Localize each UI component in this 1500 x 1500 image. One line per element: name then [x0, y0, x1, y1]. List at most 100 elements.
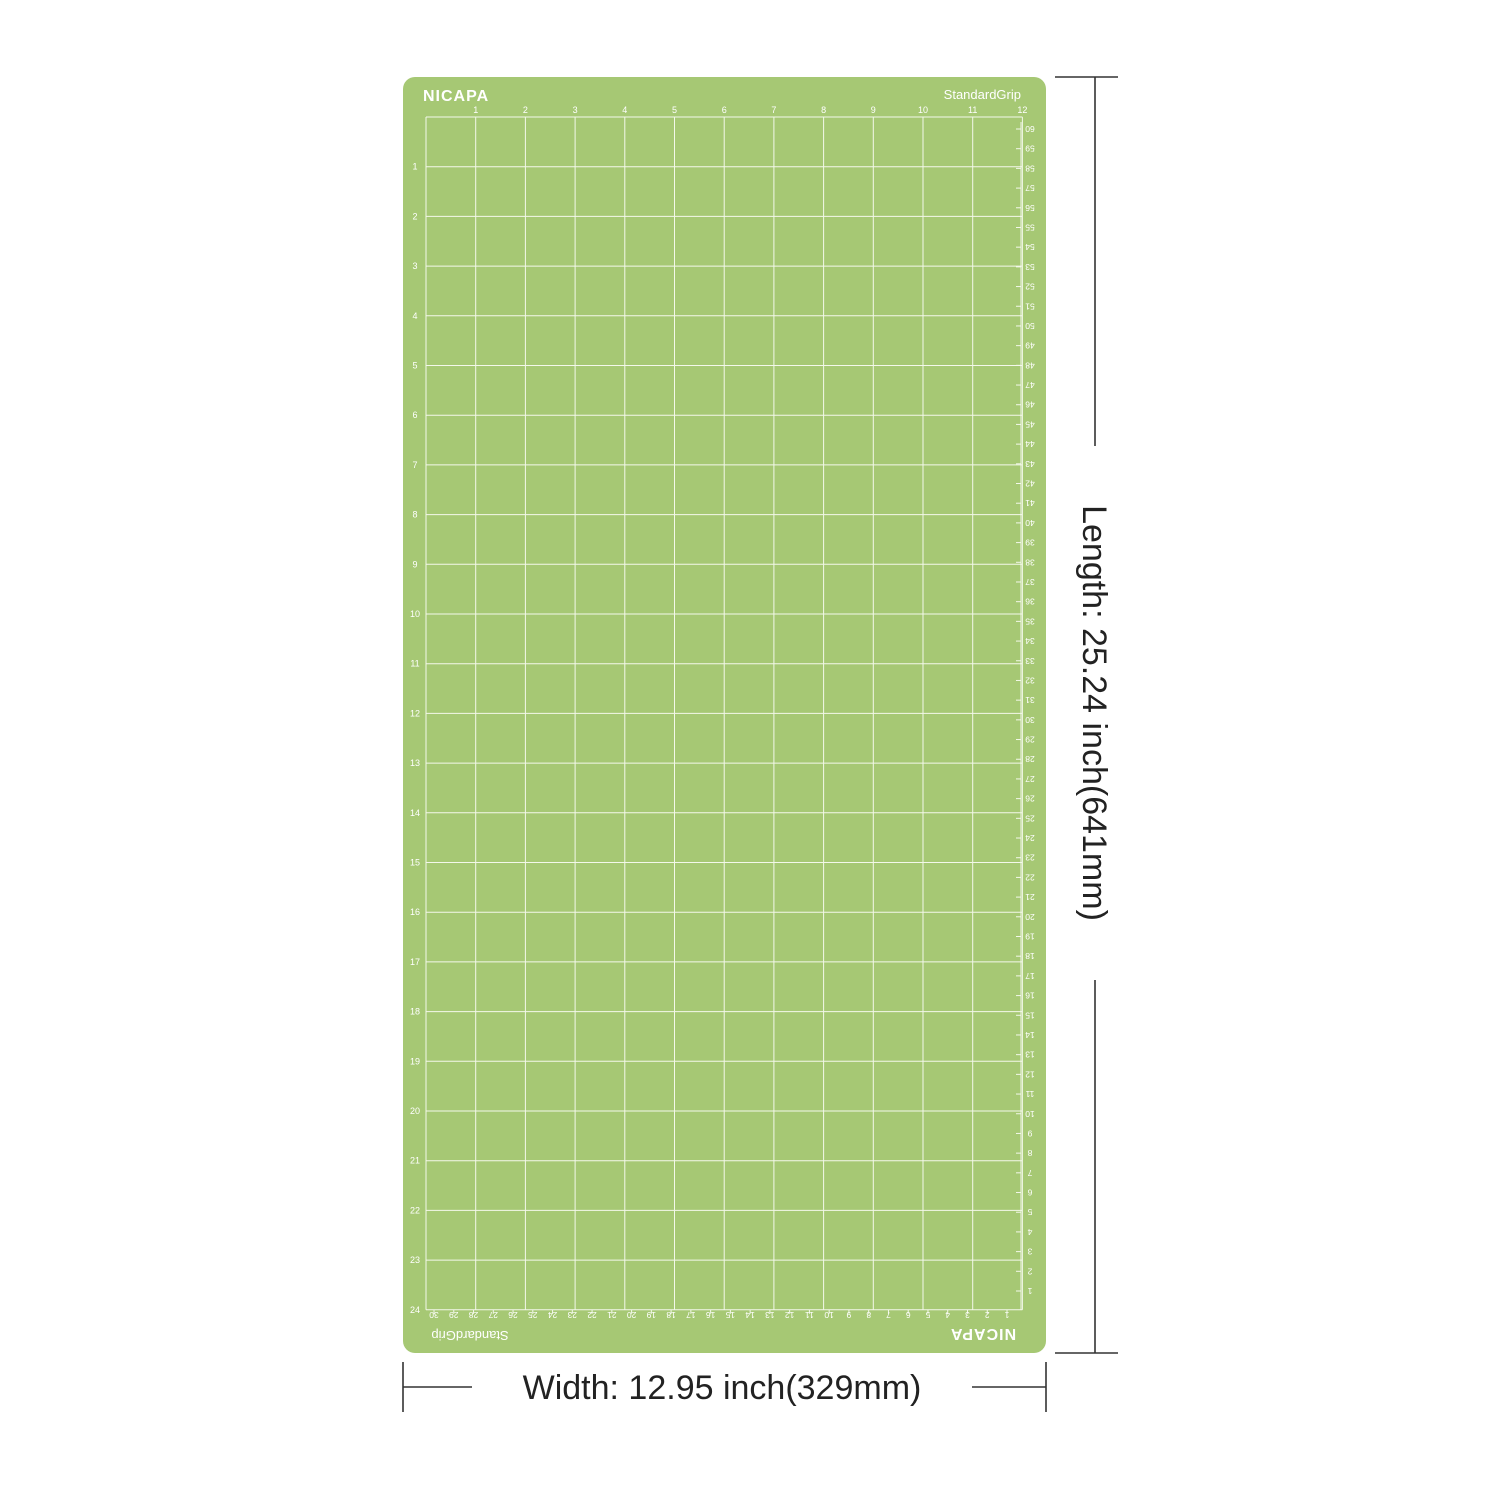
- bottom-ruler-label: 25: [528, 1310, 538, 1320]
- right-ruler-label: 56: [1025, 203, 1035, 213]
- right-ruler-label: 60: [1025, 124, 1035, 134]
- right-ruler-label: 58: [1025, 163, 1035, 173]
- bottom-ruler-label: 7: [886, 1310, 891, 1320]
- right-ruler-label: 47: [1025, 380, 1035, 390]
- left-ruler-label: 2: [412, 211, 417, 221]
- right-ruler-label: 55: [1025, 222, 1035, 232]
- right-ruler-label: 21: [1025, 892, 1035, 902]
- right-ruler-label: 3: [1027, 1247, 1032, 1257]
- grip-label-bottom: StandardGrip: [431, 1328, 508, 1343]
- right-ruler-label: 50: [1025, 321, 1035, 331]
- right-ruler-label: 23: [1025, 853, 1035, 863]
- top-ruler-label: 2: [523, 105, 528, 115]
- left-ruler-label: 24: [410, 1305, 420, 1315]
- left-ruler-label: 18: [410, 1007, 420, 1017]
- right-ruler-label: 13: [1025, 1050, 1035, 1060]
- right-ruler-label: 18: [1025, 951, 1035, 961]
- length-label: Length: 25.24 inch(641mm): [1075, 505, 1113, 921]
- left-ruler-label: 4: [412, 311, 417, 321]
- top-ruler-label: 4: [622, 105, 627, 115]
- top-ruler-label: 12: [1017, 105, 1027, 115]
- right-ruler-label: 35: [1025, 616, 1035, 626]
- right-ruler-label: 5: [1027, 1207, 1032, 1217]
- right-ruler-label: 40: [1025, 518, 1035, 528]
- bottom-ruler-label: 20: [627, 1310, 637, 1320]
- grip-label-top: StandardGrip: [944, 87, 1021, 102]
- top-ruler-label: 8: [821, 105, 826, 115]
- left-ruler-label: 12: [410, 708, 420, 718]
- bottom-ruler-label: 29: [449, 1310, 459, 1320]
- left-ruler-label: 6: [412, 410, 417, 420]
- bottom-cm-ruler: 30 29 28 27 26 25 24 23 22 21 20 19 18 17 16 15 14 13 12 11…: [429, 1309, 1009, 1320]
- right-ruler-label: 27: [1025, 774, 1035, 784]
- right-ruler-label: 51: [1025, 301, 1035, 311]
- bottom-ruler-label: 28: [469, 1310, 479, 1320]
- right-ruler-label: 33: [1025, 656, 1035, 666]
- bottom-ruler-label: 21: [607, 1310, 617, 1320]
- right-ruler-label: 20: [1025, 912, 1035, 922]
- bottom-ruler-label: 22: [587, 1310, 597, 1320]
- right-ruler-label: 44: [1025, 439, 1035, 449]
- right-ruler-label: 8: [1027, 1148, 1032, 1158]
- top-ruler-label: 1: [473, 105, 478, 115]
- left-ruler-label: 17: [410, 957, 420, 967]
- left-ruler-label: 16: [410, 907, 420, 917]
- left-ruler-label: 19: [410, 1056, 420, 1066]
- right-ruler-label: 16: [1025, 991, 1035, 1001]
- right-ruler-label: 4: [1027, 1227, 1032, 1237]
- right-ruler-label: 38: [1025, 557, 1035, 567]
- top-ruler-label: 9: [871, 105, 876, 115]
- bottom-ruler-label: 10: [824, 1310, 834, 1320]
- bottom-ruler-label: 4: [945, 1310, 950, 1320]
- bottom-ruler-label: 19: [646, 1310, 656, 1320]
- bottom-ruler-label: 23: [567, 1310, 577, 1320]
- bottom-ruler-label: 3: [965, 1310, 970, 1320]
- left-ruler-label: 23: [410, 1255, 420, 1265]
- right-ruler-label: 52: [1025, 282, 1035, 292]
- right-ruler-label: 57: [1025, 183, 1035, 193]
- top-ruler-label: 7: [771, 105, 776, 115]
- left-ruler-label: 7: [412, 460, 417, 470]
- bottom-ruler-label: 30: [429, 1310, 439, 1320]
- right-ruler-label: 19: [1025, 931, 1035, 941]
- right-ruler-label: 37: [1025, 577, 1035, 587]
- left-ruler-label: 13: [410, 758, 420, 768]
- right-ruler-label: 9: [1027, 1128, 1032, 1138]
- bottom-ruler-label: 14: [745, 1310, 755, 1320]
- right-ruler-label: 17: [1025, 971, 1035, 981]
- right-ruler-label: 24: [1025, 833, 1035, 843]
- bottom-ruler-label: 2: [985, 1310, 990, 1320]
- left-ruler-label: 21: [410, 1156, 420, 1166]
- right-ruler-label: 46: [1025, 400, 1035, 410]
- top-ruler-label: 6: [722, 105, 727, 115]
- bottom-ruler-label: 18: [666, 1310, 676, 1320]
- bottom-ruler-label: 17: [686, 1310, 696, 1320]
- bottom-ruler-label: 5: [925, 1310, 930, 1320]
- top-inch-ruler: 1 2 3 4 5 6 7 8 9 10 11 12: [473, 105, 1027, 115]
- right-ruler-label: 11: [1025, 1089, 1034, 1099]
- bottom-ruler-label: 8: [866, 1310, 871, 1320]
- left-ruler-label: 22: [410, 1205, 420, 1215]
- bottom-ruler-label: 13: [765, 1310, 775, 1320]
- right-ruler-label: 15: [1025, 1010, 1035, 1020]
- right-ruler-label: 31: [1025, 695, 1035, 705]
- right-ruler-label: 28: [1025, 754, 1035, 764]
- right-ruler-label: 10: [1025, 1109, 1035, 1119]
- right-ruler-label: 7: [1027, 1168, 1032, 1178]
- right-ruler-label: 53: [1025, 262, 1035, 272]
- brand-logo-top: NICAPA: [423, 88, 489, 105]
- left-ruler-label: 9: [412, 559, 417, 569]
- right-ruler-label: 30: [1025, 715, 1035, 725]
- left-ruler-label: 8: [412, 510, 417, 520]
- dimension-annotations: Width: 12.95 inch(329mm) Length: 25.24 i…: [402, 76, 1118, 1412]
- bottom-ruler-label: 1: [1004, 1310, 1009, 1320]
- bottom-ruler-label: 9: [846, 1310, 851, 1320]
- right-ruler-label: 6: [1027, 1188, 1032, 1198]
- cutting-mat: 1 2 3 4 5 6 7 8 9 10 11 12 123456789101112131415161…: [403, 77, 1046, 1353]
- bottom-ruler-label: 12: [785, 1310, 795, 1320]
- right-ruler-label: 59: [1025, 144, 1035, 154]
- right-ruler-label: 1: [1027, 1286, 1032, 1296]
- brand-logo-bottom: NICAPA: [950, 1325, 1016, 1342]
